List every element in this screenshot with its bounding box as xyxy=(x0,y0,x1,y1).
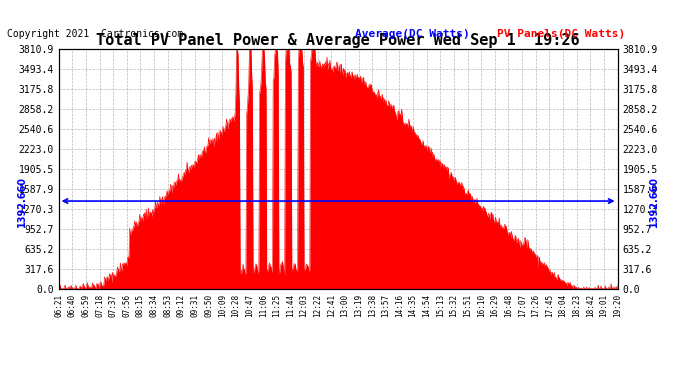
Text: PV Panels(DC Watts): PV Panels(DC Watts) xyxy=(497,29,625,39)
Text: 1392.660: 1392.660 xyxy=(17,176,28,226)
Text: 1392.660: 1392.660 xyxy=(649,176,659,226)
Text: Average(DC Watts): Average(DC Watts) xyxy=(355,29,470,39)
Title: Total PV Panel Power & Average Power Wed Sep 1  19:26: Total PV Panel Power & Average Power Wed… xyxy=(97,33,580,48)
Text: Copyright 2021  Cartronics.com: Copyright 2021 Cartronics.com xyxy=(7,29,183,39)
